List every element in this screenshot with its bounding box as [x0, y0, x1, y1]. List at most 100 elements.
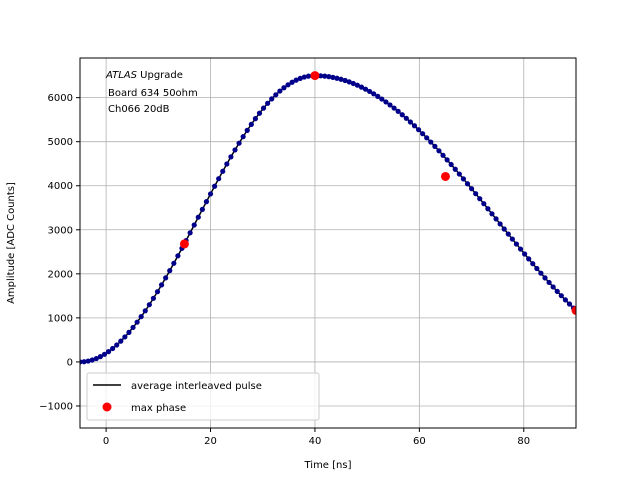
annotation-line-2: Board 634 50ohm [108, 88, 198, 99]
x-tick-label: 20 [204, 436, 217, 447]
y-tick-label: −1000 [39, 401, 73, 412]
grid-lines [80, 58, 576, 428]
sample-point [97, 354, 103, 360]
x-tick-label: 0 [103, 436, 109, 447]
sample-point [281, 85, 287, 91]
sample-point [411, 123, 418, 129]
sample-point [371, 91, 377, 97]
sample-point [522, 251, 528, 257]
sample-point [338, 76, 344, 82]
sample-point [195, 214, 201, 220]
sample-point [277, 88, 283, 94]
sample-point [546, 279, 552, 286]
sample-point [452, 166, 458, 172]
sample-point [448, 161, 454, 168]
sample-point [171, 260, 177, 266]
sample-point [187, 230, 193, 236]
sample-point [265, 100, 271, 106]
sample-point [415, 127, 422, 133]
sample-point [105, 349, 112, 355]
annotation-line-1-rest: Upgrade [137, 70, 183, 81]
sample-point [497, 221, 503, 227]
annotation-block: ATLAS Upgrade Board 634 50ohm Ch066 20dB [105, 70, 198, 115]
sample-point [436, 148, 442, 154]
sample-point [481, 201, 487, 207]
sample-point [358, 84, 365, 90]
sample-point [354, 82, 360, 88]
sample-point [391, 105, 397, 111]
sample-point [212, 183, 218, 189]
x-tick-label: 40 [309, 436, 322, 447]
sample-point [460, 176, 467, 182]
sample-point [93, 355, 99, 362]
sample-point [367, 88, 373, 95]
sample-point [485, 206, 491, 212]
sample-point [444, 157, 450, 163]
legend-entry-average-pulse: average interleaved pulse [131, 381, 262, 392]
sample-point [530, 261, 536, 267]
y-tick-label: 3000 [48, 225, 73, 236]
sample-point [118, 338, 124, 344]
y-axis-ticks: −1000 0 1000 2000 3000 4000 5000 6000 [39, 93, 80, 412]
sample-point [150, 295, 157, 301]
sample-point [403, 115, 409, 121]
y-tick-label: 2000 [48, 269, 73, 280]
sample-point [493, 216, 499, 222]
sample-point [407, 119, 413, 125]
sample-point [517, 246, 524, 252]
legend-max-phase-marker [102, 402, 112, 412]
legend-box [86, 372, 320, 421]
y-tick-label: 5000 [48, 137, 73, 148]
sample-point [322, 73, 328, 79]
sample-point [554, 288, 560, 294]
sample-point [138, 314, 144, 320]
legend: average interleaved pulse max phase [86, 372, 320, 421]
sample-point [399, 112, 405, 118]
plot-frame [79, 57, 577, 429]
sample-point [228, 154, 234, 160]
sample-point [473, 191, 479, 197]
sample-point [558, 293, 564, 299]
sample-point [199, 206, 205, 213]
sample-point [342, 77, 348, 84]
sample-point [387, 102, 393, 108]
sample-point [489, 211, 495, 217]
sample-point [122, 334, 128, 340]
sample-point [350, 80, 356, 87]
sample-point [224, 161, 230, 167]
x-tick-label: 60 [413, 436, 426, 447]
x-tick-label: 80 [517, 436, 530, 447]
sample-point [301, 74, 307, 80]
sample-point [289, 79, 295, 85]
sample-point [509, 236, 515, 242]
sample-point [203, 199, 210, 205]
max-phase-point [440, 171, 450, 181]
sample-point [142, 308, 148, 314]
sample-point [285, 82, 291, 88]
legend-entry-max-phase: max phase [131, 403, 186, 414]
max-phase-point [310, 71, 320, 81]
max-phase-point [179, 239, 189, 249]
y-tick-label: 1000 [48, 313, 73, 324]
sample-point [362, 86, 369, 92]
sample-point [318, 73, 324, 79]
x-axis-ticks: 0 20 40 60 80 [103, 428, 530, 447]
sample-point [330, 74, 336, 80]
sample-point [526, 256, 532, 262]
sample-point [158, 282, 165, 288]
sample-point [232, 147, 238, 153]
sample-point [456, 171, 462, 177]
annotation-italic-word: ATLAS [105, 70, 138, 81]
sample-point [260, 105, 267, 111]
sample-point [130, 324, 136, 331]
max-phase-point [571, 305, 576, 315]
sample-point [191, 222, 197, 228]
sample-point [207, 191, 214, 197]
sample-point [114, 342, 120, 348]
sample-point [167, 268, 173, 274]
sample-point [273, 92, 279, 98]
y-tick-label: 6000 [48, 93, 73, 104]
sample-point [538, 270, 544, 276]
sample-point [126, 329, 132, 335]
